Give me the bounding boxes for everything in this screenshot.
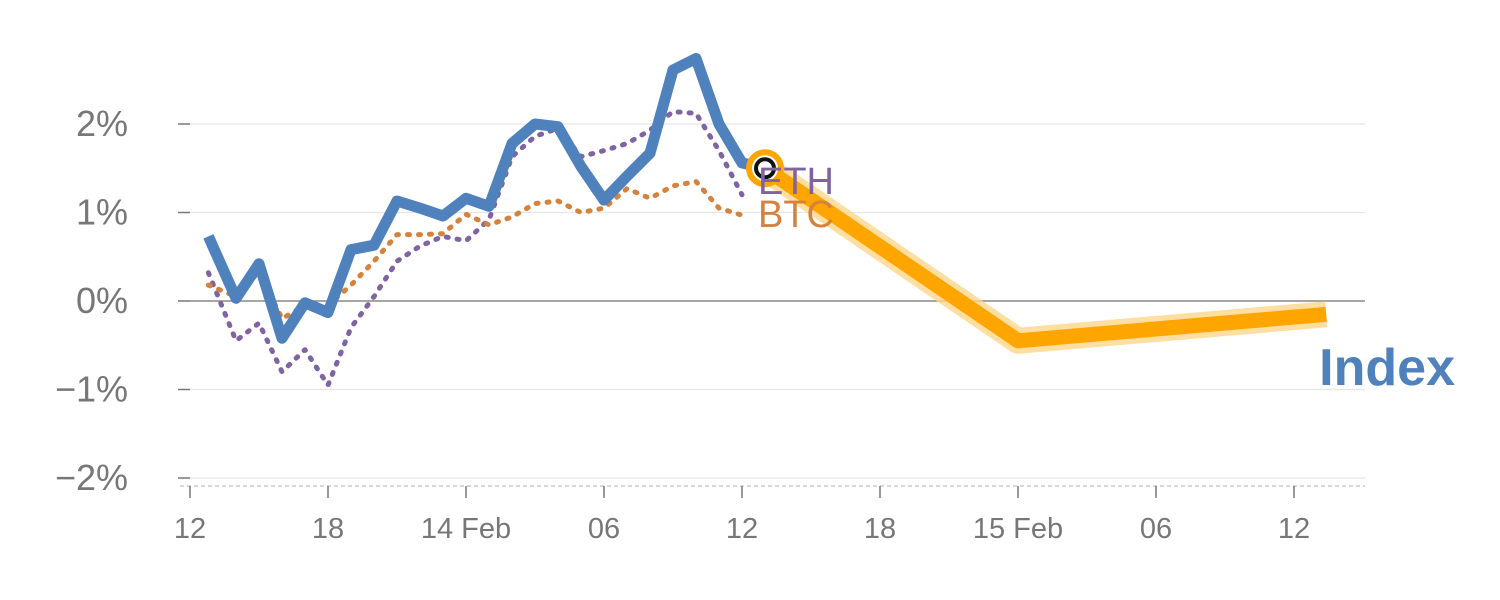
x-tick-label: 14 Feb [421,513,511,545]
y-tick-label: 0% [76,280,128,321]
x-tick-label: 12 [1278,513,1310,545]
series-layer [203,53,1328,388]
x-tick-label: 18 [864,513,896,545]
y-tick-label: 1% [76,192,128,233]
x-tick-label: 12 [174,513,206,545]
current-point-marker [746,149,784,188]
x-tick-label: 18 [312,513,344,545]
x-tick-label: 12 [726,513,758,545]
series-label-btc: BTC [758,194,834,236]
series-line-index [203,53,767,344]
marker-layer [746,149,784,188]
y-axis: 2% 1% 0% −1% −2% [55,103,190,498]
x-tick-label: 06 [588,513,620,545]
x-tick-label: 15 Feb [973,513,1063,545]
current-point-inner-ring [754,157,776,180]
x-axis: 12 18 14 Feb 06 12 18 15 Feb 06 12 [174,485,1365,545]
series-line-eth [205,109,745,388]
y-tick-label: −2% [55,457,128,498]
projection-line [760,162,1327,349]
series-label-index: Index [1319,339,1455,397]
x-tick-label: 06 [1140,513,1172,545]
y-tick-label: 2% [76,103,128,144]
y-tick-label: −1% [55,369,128,410]
label-layer: ETH BTC Index [758,161,1455,397]
series-label-eth: ETH [758,161,834,203]
series-line-btc [205,179,745,322]
